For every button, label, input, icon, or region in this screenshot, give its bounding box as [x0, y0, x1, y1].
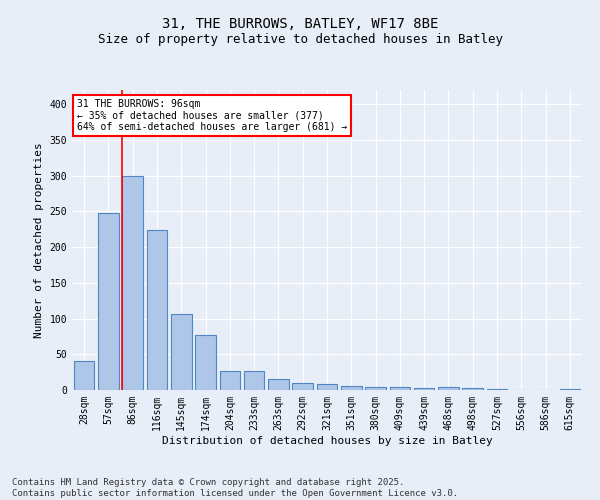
Bar [98, 213, 119, 390]
Text: Contains HM Land Registry data © Crown copyright and database right 2025.
Contai: Contains HM Land Registry data © Crown c… [12, 478, 458, 498]
Text: 31, THE BURROWS, BATLEY, WF17 8BE: 31, THE BURROWS, BATLEY, WF17 8BE [162, 18, 438, 32]
Bar [244, 370, 265, 390]
Bar [487, 388, 508, 390]
Text: Size of property relative to detached houses in Batley: Size of property relative to detached ho… [97, 32, 503, 46]
Bar [389, 387, 410, 390]
Bar [220, 370, 240, 390]
Bar [317, 384, 337, 390]
Text: 31 THE BURROWS: 96sqm
← 35% of detached houses are smaller (377)
64% of semi-det: 31 THE BURROWS: 96sqm ← 35% of detached … [77, 99, 347, 132]
Bar [292, 383, 313, 390]
Bar [122, 176, 143, 390]
Bar [195, 335, 216, 390]
Bar [365, 387, 386, 390]
Bar [268, 378, 289, 390]
Bar [146, 230, 167, 390]
Y-axis label: Number of detached properties: Number of detached properties [34, 142, 44, 338]
X-axis label: Distribution of detached houses by size in Batley: Distribution of detached houses by size … [161, 436, 493, 446]
Bar [438, 387, 459, 390]
Bar [341, 386, 362, 390]
Bar [463, 388, 483, 390]
Bar [414, 388, 434, 390]
Bar [171, 314, 191, 390]
Bar [560, 388, 580, 390]
Bar [74, 362, 94, 390]
